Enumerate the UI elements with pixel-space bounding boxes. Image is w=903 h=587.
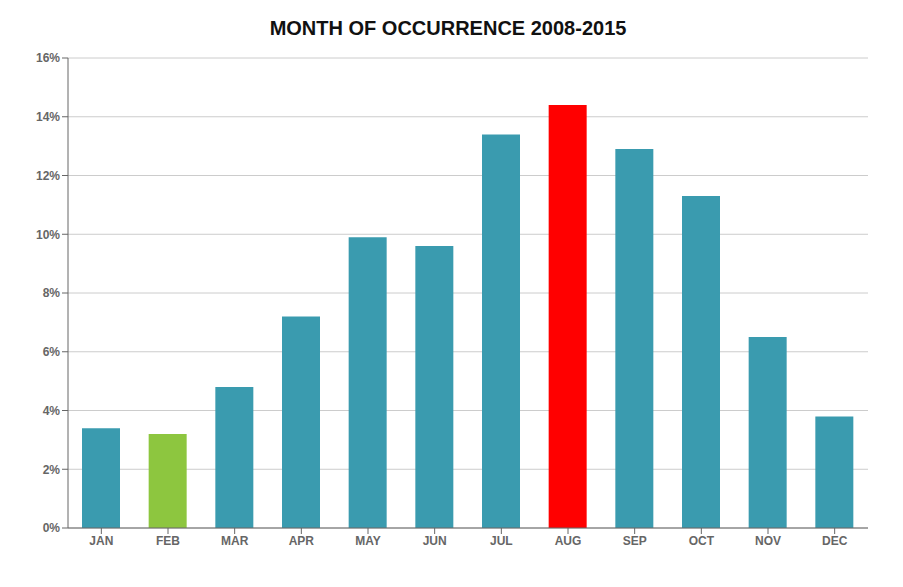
svg-text:MAY: MAY bbox=[355, 534, 381, 548]
svg-text:14%: 14% bbox=[36, 110, 60, 124]
svg-text:APR: APR bbox=[289, 534, 315, 548]
svg-text:6%: 6% bbox=[43, 345, 61, 359]
svg-text:2%: 2% bbox=[43, 463, 61, 477]
svg-text:12%: 12% bbox=[36, 169, 60, 183]
svg-text:AUG: AUG bbox=[555, 534, 582, 548]
svg-text:JUL: JUL bbox=[490, 534, 513, 548]
svg-text:OCT: OCT bbox=[689, 534, 715, 548]
svg-text:MAR: MAR bbox=[221, 534, 249, 548]
svg-text:DEC: DEC bbox=[822, 534, 848, 548]
html-text:MONTH OF OCCURRENCE 2008-2015: MONTH OF OCCURRENCE 2008-2015 bbox=[269, 17, 627, 39]
svg-text:0%: 0% bbox=[43, 521, 61, 535]
svg-text:NOV: NOV bbox=[755, 534, 781, 548]
svg-text:JUN: JUN bbox=[423, 534, 447, 548]
svg-text:16%: 16% bbox=[36, 51, 60, 65]
svg-text:JAN: JAN bbox=[89, 534, 113, 548]
svg-text:FEB: FEB bbox=[156, 534, 180, 548]
svg-text:10%: 10% bbox=[36, 228, 60, 242]
svg-text:SEP: SEP bbox=[623, 534, 647, 548]
svg-text:8%: 8% bbox=[43, 286, 61, 300]
svg-text:4%: 4% bbox=[43, 404, 61, 418]
